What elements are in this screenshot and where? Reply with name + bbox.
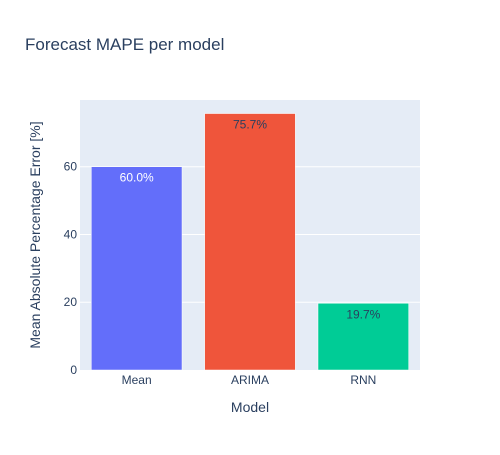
chart-title: Forecast MAPE per model: [25, 35, 224, 54]
x-axis-ticks: Mean ARIMA RNN: [122, 373, 377, 387]
bar-rnn[interactable]: [317, 303, 409, 371]
x-tick-label-mean: Mean: [122, 373, 152, 387]
bar-arima[interactable]: [204, 113, 296, 371]
y-tick-label: 60: [64, 160, 78, 174]
data-labels: 60.0% 75.7% 19.7%: [120, 118, 381, 322]
y-axis-ticks: 0 20 40 60: [64, 160, 78, 377]
x-tick-label-arima: ARIMA: [231, 373, 269, 387]
data-label-arima: 75.7%: [233, 118, 267, 132]
x-axis-title: Model: [231, 399, 269, 415]
data-label-rnn: 19.7%: [346, 307, 380, 321]
y-tick-label: 40: [64, 227, 78, 241]
bar-mean[interactable]: [91, 166, 183, 371]
y-axis-title: Mean Absolute Percentage Error [%]: [27, 121, 43, 348]
bars: [91, 113, 409, 371]
y-tick-label: 20: [64, 295, 78, 309]
data-label-mean: 60.0%: [120, 171, 154, 185]
x-tick-label-rnn: RNN: [350, 373, 376, 387]
y-tick-label: 0: [70, 363, 77, 377]
